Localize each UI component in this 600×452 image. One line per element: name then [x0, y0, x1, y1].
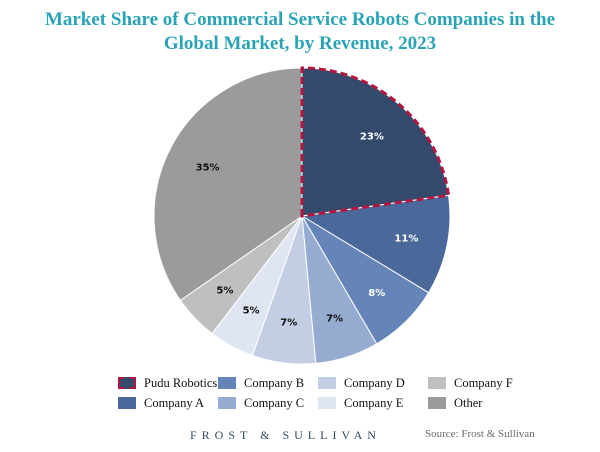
legend-item-company-e: Company E [318, 394, 403, 412]
chart-title: Market Share of Commercial Service Robot… [0, 8, 600, 56]
data-label-company-e: 5% [243, 306, 260, 317]
legend-swatch-company-b [218, 377, 236, 389]
legend: Pudu Robotics Company A Company B Compan… [0, 372, 600, 412]
highlight-border-pudu-robotics [300, 66, 451, 218]
data-label-company-a: 11% [394, 233, 418, 244]
brand-logo-text: FROST & SULLIVAN [190, 428, 381, 442]
legend-label-company-f: Company F [454, 375, 513, 390]
data-label-pudu-robotics: 23% [360, 132, 384, 143]
legend-swatch-pudu-robotics [118, 377, 136, 389]
data-label-company-c: 7% [326, 313, 343, 324]
legend-swatch-company-d [318, 377, 336, 389]
legend-swatch-company-a [118, 397, 136, 409]
legend-swatch-company-c [218, 397, 236, 409]
pie-slice-other [153, 67, 303, 302]
legend-item-other: Other [428, 394, 482, 412]
legend-item-pudu-robotics: Pudu Robotics [118, 374, 217, 392]
data-label-company-d: 7% [280, 318, 297, 329]
legend-swatch-company-e [318, 397, 336, 409]
legend-label-company-b: Company B [244, 375, 305, 390]
chart-title-line-1: Market Share of Commercial Service Robot… [44, 9, 556, 30]
pie-slice-company-a [300, 194, 451, 294]
data-label-other: 35% [196, 163, 220, 174]
legend-item-company-d: Company D [318, 374, 405, 392]
data-label-company-f: 5% [216, 286, 233, 297]
legend-item-company-b: Company B [218, 374, 304, 392]
legend-label-company-d: Company D [344, 375, 405, 390]
source-note: Source: Frost & Sullivan [425, 428, 535, 440]
legend-swatch-company-f [428, 377, 446, 389]
legend-label-company-e: Company E [344, 395, 404, 410]
legend-item-company-f: Company F [428, 374, 513, 392]
pie-chart: 23% 11% 8% 7% 7% 5% 5% 35% [153, 66, 451, 365]
legend-item-company-c: Company C [218, 394, 304, 412]
data-label-company-b: 8% [368, 288, 385, 299]
legend-label-other: Other [454, 395, 483, 410]
legend-swatch-other [428, 397, 446, 409]
legend-label-company-c: Company C [244, 395, 305, 410]
legend-label-pudu-robotics: Pudu Robotics [144, 375, 218, 390]
chart-title-line-2: Global Market, by Revenue, 2023 [163, 33, 437, 54]
legend-item-company-a: Company A [118, 394, 204, 412]
legend-label-company-a: Company A [144, 395, 205, 410]
